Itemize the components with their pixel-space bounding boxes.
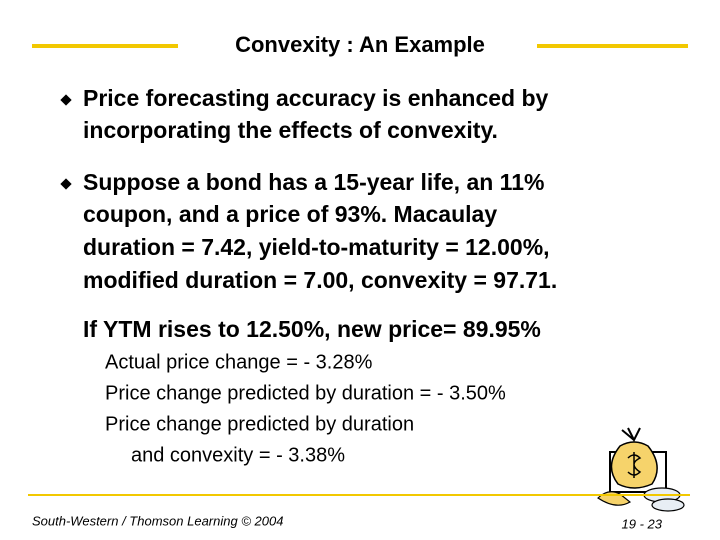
footer-source: South-Western / Thomson Learning © 2004: [32, 513, 283, 528]
detail-line: Actual price change = - 3.28%: [105, 351, 373, 373]
detail-line: and convexity = - 3.38%: [131, 444, 345, 466]
page-number: 19 - 23: [622, 516, 663, 531]
note: If YTM rises to 12.50%, new price= 89.95…: [83, 316, 541, 342]
detail-line: Price change predicted by duration: [105, 413, 414, 435]
bullet-line: modified duration = 7.00, convexity = 97…: [83, 267, 557, 293]
bullet-line: incorporating the effects of convexity.: [83, 117, 498, 143]
bullet-line: Price forecasting accuracy is enhanced b…: [83, 85, 549, 111]
bullet-line: Suppose a bond has a 15-year life, an 11…: [83, 169, 544, 195]
bullet-marker: [60, 178, 72, 190]
bullet-marker: [60, 94, 72, 106]
slide-title: Convexity : An Example: [235, 32, 485, 57]
bullet-line: duration = 7.42, yield-to-maturity = 12.…: [83, 234, 550, 260]
money-bag-clipart: [597, 427, 685, 512]
bullet-line: coupon, and a price of 93%. Macaulay: [83, 201, 497, 227]
detail-line: Price change predicted by duration = - 3…: [105, 382, 506, 404]
